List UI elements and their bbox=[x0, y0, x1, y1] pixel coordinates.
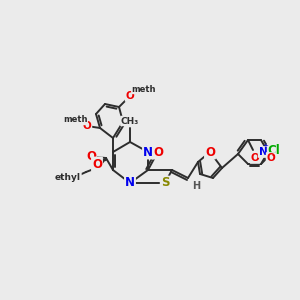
Text: N: N bbox=[143, 146, 153, 158]
Text: O: O bbox=[92, 158, 102, 170]
Text: O: O bbox=[82, 121, 91, 131]
Text: O: O bbox=[250, 153, 260, 163]
Text: O: O bbox=[126, 91, 134, 101]
Text: S: S bbox=[161, 176, 169, 190]
Text: Cl: Cl bbox=[268, 145, 281, 158]
Text: H: H bbox=[192, 181, 200, 191]
Text: meth: meth bbox=[63, 116, 87, 124]
Text: O: O bbox=[153, 146, 163, 158]
Text: ethyl: ethyl bbox=[55, 173, 81, 182]
Text: CH₃: CH₃ bbox=[121, 116, 139, 125]
Text: O: O bbox=[205, 146, 215, 158]
Text: N: N bbox=[125, 176, 135, 190]
Text: +: + bbox=[262, 143, 268, 149]
Text: O: O bbox=[267, 153, 275, 163]
Text: N: N bbox=[259, 147, 267, 157]
Text: -: - bbox=[271, 150, 275, 160]
Text: meth: meth bbox=[132, 85, 156, 94]
Text: O: O bbox=[86, 151, 96, 164]
